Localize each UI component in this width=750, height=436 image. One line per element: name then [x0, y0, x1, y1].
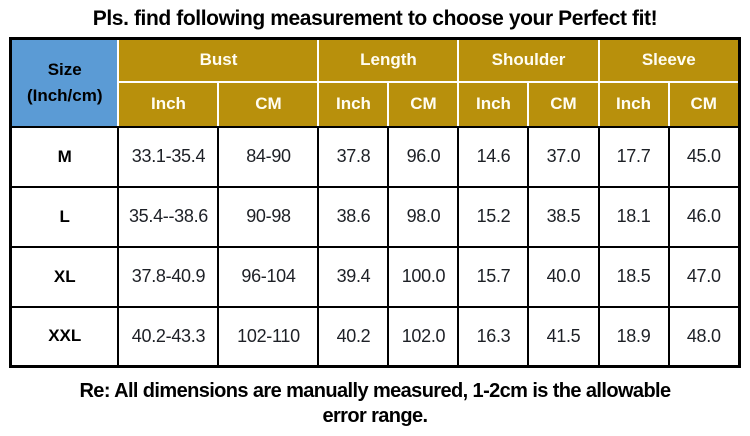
- cell-bust-inch: 35.4--38.6: [117, 185, 220, 248]
- cell-sleeve-cm: 47.0: [667, 245, 741, 308]
- cell-shoulder-inch: 16.3: [457, 305, 530, 368]
- cell-length-cm: 98.0: [387, 185, 460, 248]
- column-group-shoulder: Shoulder: [457, 37, 600, 83]
- cell-sleeve-inch: 18.1: [597, 185, 670, 248]
- cell-bust-inch: 37.8-40.9: [117, 245, 220, 308]
- size-label: XL: [9, 245, 120, 308]
- subheader-bust-inch: Inch: [117, 80, 220, 128]
- footer-line2: error range.: [322, 405, 428, 427]
- cell-bust-inch: 33.1-35.4: [117, 125, 220, 188]
- cell-length-inch: 40.2: [317, 305, 390, 368]
- cell-length-inch: 39.4: [317, 245, 390, 308]
- table-row-l: L 35.4--38.6 90-98 38.6 98.0 15.2 38.5 1…: [9, 185, 741, 248]
- header-sub-row: Inch CM Inch CM Inch CM Inch CM: [10, 80, 741, 128]
- cell-bust-cm: 84-90: [217, 125, 320, 188]
- cell-shoulder-cm: 37.0: [527, 125, 600, 188]
- column-group-length: Length: [317, 37, 460, 83]
- size-label: M: [9, 125, 120, 188]
- table-row-xl: XL 37.8-40.9 96-104 39.4 100.0 15.7 40.0…: [9, 245, 741, 308]
- header-group-row: Size (Inch/cm) Bust Length Shoulder Slee…: [9, 37, 741, 128]
- subheader-length-cm: CM: [387, 80, 460, 128]
- cell-bust-cm: 90-98: [217, 185, 320, 248]
- measurement-table: Size (Inch/cm) Bust Length Shoulder Slee…: [8, 37, 742, 368]
- footer-note: Re: All dimensions are manually measured…: [0, 379, 750, 429]
- cell-sleeve-inch: 18.5: [597, 245, 670, 308]
- size-column-header: Size (Inch/cm): [9, 37, 120, 128]
- cell-length-cm: 102.0: [387, 305, 460, 368]
- subheader-shoulder-cm: CM: [527, 80, 600, 128]
- size-header-line2: (Inch/cm): [26, 85, 103, 105]
- cell-shoulder-cm: 38.5: [527, 185, 600, 248]
- cell-sleeve-cm: 45.0: [667, 125, 741, 188]
- cell-bust-cm: 102-110: [217, 305, 320, 368]
- table-row-xxl: XXL 40.2-43.3 102-110 40.2 102.0 16.3 41…: [9, 305, 741, 368]
- column-group-sleeve: Sleeve: [597, 37, 741, 83]
- cell-sleeve-inch: 18.9: [597, 305, 670, 368]
- size-header-line1: Size: [47, 60, 82, 80]
- cell-shoulder-inch: 14.6: [457, 125, 530, 188]
- subheader-sleeve-inch: Inch: [597, 80, 670, 128]
- subheader-sleeve-cm: CM: [667, 80, 741, 128]
- cell-length-inch: 38.6: [317, 185, 390, 248]
- cell-shoulder-inch: 15.7: [457, 245, 530, 308]
- subheader-length-inch: Inch: [317, 80, 390, 128]
- cell-sleeve-cm: 48.0: [667, 305, 741, 368]
- size-label: XXL: [9, 305, 120, 368]
- cell-bust-cm: 96-104: [217, 245, 320, 308]
- size-label: L: [9, 185, 120, 248]
- table-row-m: M 33.1-35.4 84-90 37.8 96.0 14.6 37.0 17…: [9, 125, 741, 188]
- column-group-bust: Bust: [117, 37, 320, 83]
- cell-length-cm: 100.0: [387, 245, 460, 308]
- cell-length-inch: 37.8: [317, 125, 390, 188]
- cell-shoulder-inch: 15.2: [457, 185, 530, 248]
- cell-length-cm: 96.0: [387, 125, 460, 188]
- cell-bust-inch: 40.2-43.3: [117, 305, 220, 368]
- footer-line1: Re: All dimensions are manually measured…: [79, 380, 671, 402]
- page-title: Pls. find following measurement to choos…: [92, 7, 658, 30]
- cell-sleeve-cm: 46.0: [667, 185, 741, 248]
- cell-sleeve-inch: 17.7: [597, 125, 670, 188]
- cell-shoulder-cm: 41.5: [527, 305, 600, 368]
- subheader-bust-cm: CM: [217, 80, 320, 128]
- cell-shoulder-cm: 40.0: [527, 245, 600, 308]
- subheader-shoulder-inch: Inch: [457, 80, 530, 128]
